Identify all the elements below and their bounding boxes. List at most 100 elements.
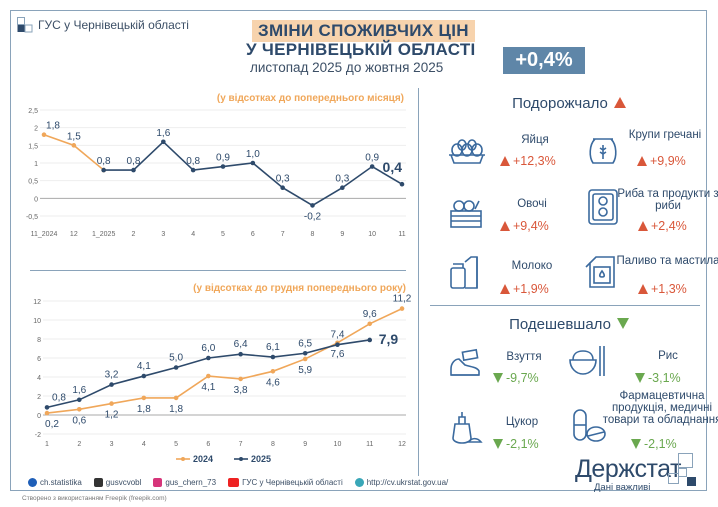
data-label: 0,9 [216, 153, 230, 164]
vegetable-crate-icon [450, 200, 482, 228]
item-value: +9,9% [637, 154, 686, 168]
title-line-2: У ЧЕРНІВЕЦЬКІЙ ОБЛАСТІ [246, 40, 476, 59]
item-label: Паливо та мастила [616, 255, 718, 267]
item-label: Фармацевтична продукція, медичні товари … [602, 390, 718, 426]
data-label-2025: 6,1 [266, 342, 280, 353]
globe-icon [354, 478, 364, 487]
period: листопад 2025 до жовтня 2025 [250, 60, 444, 75]
website-link[interactable]: http://cv.ukrstat.gov.ua/ [354, 478, 448, 487]
item-value: -9,7% [493, 371, 539, 385]
data-label-2025: 0,8 [52, 392, 66, 403]
data-label-2025: 1,6 [72, 385, 86, 396]
item-value-text: +1,9% [513, 282, 549, 296]
up-triangle-icon [613, 97, 626, 108]
item-value-text: +12,3% [513, 154, 556, 168]
youtube-icon [228, 478, 240, 487]
x-icon [93, 478, 103, 487]
data-label: 0,8 [97, 156, 111, 167]
y-tick-label: 2,5 [28, 108, 38, 115]
item-value-text: -9,7% [506, 371, 539, 385]
y-tick-label: -2 [35, 432, 41, 439]
shoe-icon [450, 348, 480, 376]
data-label-2024: 1,8 [137, 404, 151, 415]
up-triangle-icon [500, 284, 510, 294]
x-tick-label: 5 [174, 441, 178, 448]
legend-marker [239, 457, 243, 461]
data-label-2024: 9,6 [363, 309, 377, 320]
x-tick-label: 5 [221, 231, 225, 238]
item-value-text: +9,9% [650, 154, 686, 168]
down-triangle-icon [635, 373, 645, 383]
data-point-2025 [335, 342, 340, 347]
x-tick-label: 10 [334, 441, 342, 448]
y-tick-label: 6 [37, 356, 41, 363]
y-tick-label: 0 [34, 196, 38, 203]
chart1-subtitle: (у відсотках до попереднього місяця) [216, 93, 404, 104]
data-label-2024: 3,8 [234, 385, 248, 396]
facebook-link[interactable]: ch.statistika [28, 478, 82, 487]
data-point-2025 [76, 397, 82, 403]
item-value: +12,3% [500, 154, 556, 168]
data-label: 1,5 [67, 131, 81, 142]
derzhstat-logo-icon [17, 17, 33, 33]
x-tick-label: 3 [110, 441, 114, 448]
data-point [41, 132, 47, 138]
data-label: 1,0 [246, 149, 260, 160]
data-label: 1,8 [46, 121, 60, 132]
data-label-2025: 5,0 [169, 353, 183, 364]
y-tick-label: 12 [33, 299, 41, 306]
x-tick-label: 2 [132, 231, 136, 238]
data-label-2025: 7,9 [379, 331, 399, 347]
item-label: Овочі [517, 198, 547, 210]
data-point-2025 [238, 351, 243, 357]
sugar-icon [452, 412, 483, 444]
data-label-2025: 7,4 [331, 330, 345, 341]
item-value-text: -2,1% [644, 437, 677, 451]
series-line-2024 [46, 307, 403, 414]
data-point [101, 167, 106, 173]
down-triangle-icon [493, 373, 503, 383]
x-tick-label: 1 [45, 441, 49, 448]
x-tick-label: 2 [77, 441, 81, 448]
y-tick-label: -0,5 [26, 214, 38, 221]
item-value: +1,3% [638, 282, 687, 296]
y-tick-label: 10 [33, 318, 41, 325]
data-point [71, 143, 77, 148]
x-tick-label: 12 [70, 231, 78, 238]
x-link[interactable]: gusvcvobl [93, 478, 141, 487]
data-label-2024: 11,2 [393, 294, 412, 305]
item-value-text: -2,1% [506, 437, 539, 451]
data-point [131, 167, 136, 173]
x-tick-label: 9 [303, 441, 307, 448]
data-label-2024: 0,6 [72, 415, 86, 426]
divider-vertical [418, 88, 419, 476]
item-value: +1,9% [500, 282, 549, 296]
footer-links: ch.statistika gusvcvobl gus_chern_73 ГУС… [28, 478, 448, 487]
item-label: Риба та продукти з риби [617, 188, 718, 212]
y-tick-label: 4 [37, 375, 41, 382]
instagram-link[interactable]: gus_chern_73 [153, 478, 216, 487]
eggs-icon [449, 139, 485, 164]
rose-heading: Подорожчало [420, 95, 718, 112]
divider-charts [30, 270, 406, 271]
data-label: 0,3 [276, 174, 290, 185]
instagram-icon [153, 478, 163, 487]
data-point [190, 167, 196, 173]
data-label-2024: 4,6 [266, 377, 280, 388]
data-label: 0,4 [383, 159, 403, 175]
data-label: 0,3 [335, 174, 349, 185]
data-point-2024 [141, 395, 147, 401]
grain-sack-icon [589, 138, 617, 164]
title-line-1: ЗМІНИ СПОЖИВЧИХ ЦІН [252, 20, 475, 42]
data-point-2024 [367, 321, 373, 327]
data-point-2025 [367, 337, 373, 343]
data-label-2025: 6,0 [201, 343, 215, 354]
down-triangle-icon [631, 439, 641, 449]
x-tick-label: 8 [311, 231, 315, 238]
y-tick-label: 0 [37, 413, 41, 420]
up-triangle-icon [638, 284, 648, 294]
fish-tray-icon [588, 189, 618, 225]
data-point [399, 181, 405, 187]
youtube-link[interactable]: ГУС у Чернівецькій області [228, 478, 343, 487]
data-label-2025: 3,2 [105, 370, 119, 381]
